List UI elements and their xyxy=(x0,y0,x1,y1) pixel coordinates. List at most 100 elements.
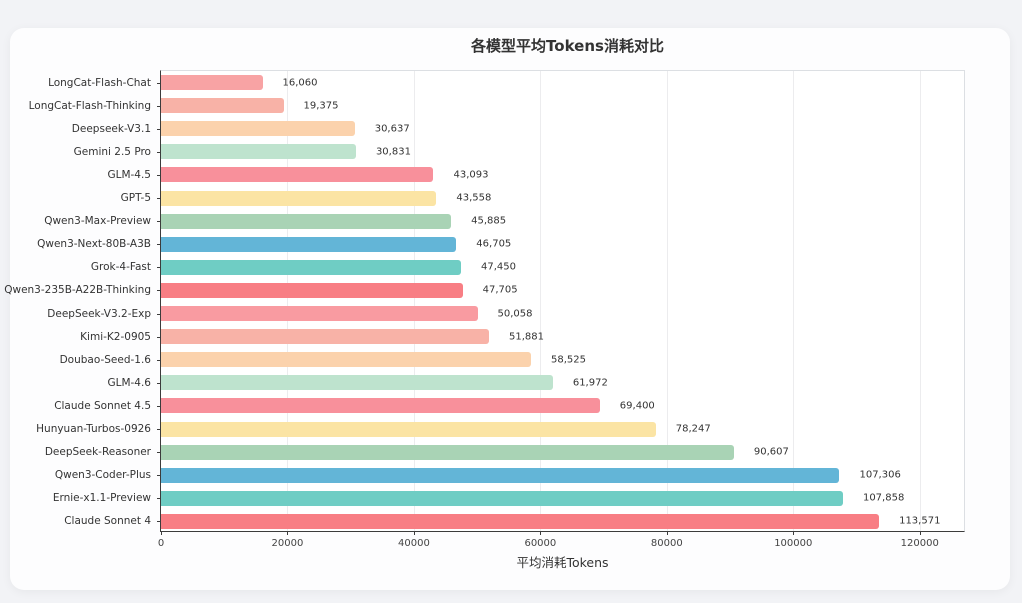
bar xyxy=(161,236,457,252)
x-tick-mark xyxy=(540,531,542,535)
value-label: 113,571 xyxy=(899,515,941,527)
value-label: 30,637 xyxy=(374,123,410,135)
gridline xyxy=(919,71,921,531)
chart-card: 各模型平均Tokens消耗对比 0 20000 40000 60000 80000 100… xyxy=(4,28,1010,590)
value-label: 43,558 xyxy=(456,192,492,204)
category-label: Qwen3-Next-80B-A3B xyxy=(37,238,151,251)
y-tick-mark xyxy=(157,267,161,269)
x-tick-mark xyxy=(287,531,289,535)
category-label: Deepseek-V3.1 xyxy=(71,122,151,135)
y-tick-mark xyxy=(157,405,161,407)
bar xyxy=(161,375,553,391)
bar xyxy=(161,144,356,160)
category-label: Ernie-x1.1-Preview xyxy=(52,492,151,505)
x-tick-label: 40000 xyxy=(398,538,430,549)
value-label: 30,831 xyxy=(375,146,411,158)
category-label: GLM-4.6 xyxy=(107,376,151,389)
value-label: 47,450 xyxy=(481,261,517,273)
category-label: Claude Sonnet 4 xyxy=(64,515,151,528)
bar xyxy=(161,75,263,91)
category-label: GLM-4.5 xyxy=(107,168,151,181)
x-tick-label: 120000 xyxy=(900,538,939,549)
value-label: 51,881 xyxy=(509,331,545,343)
y-tick-mark xyxy=(157,521,161,523)
bar xyxy=(161,444,734,460)
value-label: 107,858 xyxy=(862,492,905,504)
bar xyxy=(161,352,532,368)
bar xyxy=(161,490,843,506)
y-tick-mark xyxy=(157,151,161,153)
x-tick-label: 0 xyxy=(157,538,165,549)
category-label: Qwen3-235B-A22B-Thinking xyxy=(4,284,151,297)
x-tick-mark xyxy=(413,531,415,535)
gridline xyxy=(413,71,415,531)
y-tick-mark xyxy=(157,498,161,500)
bar xyxy=(161,98,284,114)
bar xyxy=(161,467,840,483)
bar xyxy=(161,329,490,345)
x-tick-label: 60000 xyxy=(524,538,557,549)
plot-area: 0 20000 40000 60000 80000 100000 120000 LongCat… xyxy=(4,70,965,549)
bar xyxy=(161,282,463,298)
category-label: Grok-4-Fast xyxy=(90,261,151,274)
value-label: 50,058 xyxy=(497,308,533,320)
value-label: 107,306 xyxy=(859,469,901,481)
chart-title: 各模型平均Tokens消耗对比 xyxy=(471,37,664,55)
category-label: Kimi-K2-0905 xyxy=(80,330,151,343)
bar xyxy=(161,513,880,529)
gridline xyxy=(287,71,289,531)
category-label: Qwen3-Coder-Plus xyxy=(54,469,151,482)
bar xyxy=(161,306,478,322)
bar xyxy=(161,421,656,437)
gridline xyxy=(793,71,795,531)
value-label: 61,972 xyxy=(572,377,608,389)
category-label: LongCat-Flash-Thinking xyxy=(28,99,151,112)
category-label: DeepSeek-V3.2-Exp xyxy=(47,307,151,320)
value-label: 69,400 xyxy=(619,400,655,412)
value-label: 16,060 xyxy=(282,77,318,89)
x-tick-label: 20000 xyxy=(271,538,304,549)
category-label: Gemini 2.5 Pro xyxy=(73,145,151,158)
bar xyxy=(161,190,437,206)
gridline xyxy=(666,71,668,531)
y-tick-mark xyxy=(157,174,161,176)
bar xyxy=(161,259,462,275)
value-label: 46,705 xyxy=(476,238,512,250)
y-tick-mark xyxy=(157,128,161,130)
gridline xyxy=(540,71,542,531)
y-tick-mark xyxy=(157,359,161,361)
bar xyxy=(161,121,355,137)
y-tick-mark xyxy=(157,244,161,246)
y-tick-mark xyxy=(157,429,161,431)
y-tick-mark xyxy=(157,198,161,200)
category-label: LongCat-Flash-Chat xyxy=(48,76,151,89)
value-label: 19,375 xyxy=(303,100,339,112)
category-label: GPT-5 xyxy=(120,192,151,205)
bar xyxy=(161,167,434,183)
category-label: Qwen3-Max-Preview xyxy=(44,215,151,228)
value-label: 47,705 xyxy=(482,284,518,296)
category-label: Doubao-Seed-1.6 xyxy=(59,353,151,366)
x-tick-mark xyxy=(666,531,668,535)
y-tick-mark xyxy=(157,290,161,292)
bar xyxy=(161,213,452,229)
y-tick-mark xyxy=(157,336,161,338)
value-label: 58,525 xyxy=(551,354,587,366)
x-tick-mark xyxy=(161,531,162,535)
y-tick-mark xyxy=(157,475,161,477)
x-tick-mark xyxy=(919,531,921,535)
value-label: 43,093 xyxy=(453,169,489,181)
y-tick-mark xyxy=(157,452,161,454)
y-tick-mark xyxy=(157,105,161,107)
bar xyxy=(161,398,600,414)
category-label: Claude Sonnet 4.5 xyxy=(54,399,151,412)
x-tick-mark xyxy=(793,531,795,535)
x-tick-label: 100000 xyxy=(774,538,813,549)
y-tick-mark xyxy=(157,82,161,84)
value-label: 78,247 xyxy=(675,423,711,435)
x-tick-label: 80000 xyxy=(650,538,683,549)
value-label: 45,885 xyxy=(471,215,507,227)
y-tick-mark xyxy=(157,382,161,384)
x-axis-label: 平均消耗Tokens xyxy=(516,555,609,570)
category-label: DeepSeek-Reasoner xyxy=(44,446,151,459)
